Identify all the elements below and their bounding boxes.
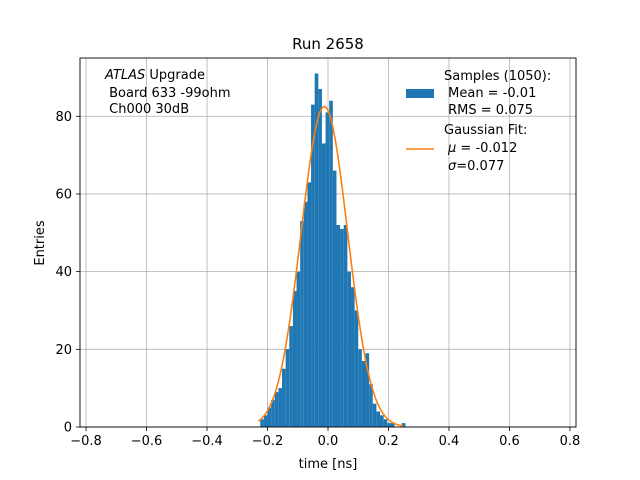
histogram-bar <box>361 360 366 427</box>
legend-mu-value: = -0.012 <box>456 141 517 156</box>
histogram-bar <box>332 170 337 428</box>
legend-mu-symbol: μ <box>447 141 456 156</box>
y-tick-label: 0 <box>64 421 72 436</box>
x-tick-label: −0.6 <box>131 434 163 449</box>
y-tick-label: 20 <box>55 343 72 358</box>
histogram-bar <box>329 100 333 427</box>
y-tick-label: 60 <box>55 187 72 202</box>
annotation-line-2: Board 633 -99ohm <box>105 86 231 101</box>
x-axis-ticks: −0.8 −0.6 −0.4 −0.2 0.0 0.2 0.4 0.6 0.8 <box>70 427 580 449</box>
histogram-bar <box>303 201 308 427</box>
annotation-box: ATLAS Upgrade Board 633 -99ohm Ch000 30d… <box>104 68 231 117</box>
histogram-bar <box>278 388 283 427</box>
x-axis-label: time [ns] <box>299 457 358 472</box>
y-tick-label: 40 <box>55 265 72 280</box>
x-tick-label: 0.2 <box>378 434 399 449</box>
histogram-bar <box>358 349 362 427</box>
legend-fit-mu: μ = -0.012 <box>447 141 517 156</box>
x-tick-label: −0.4 <box>191 434 223 449</box>
histogram-bar <box>267 407 272 427</box>
legend: Samples (1050): Mean = -0.01 RMS = 0.075… <box>406 69 551 174</box>
gaussian-fit-curve <box>257 105 404 427</box>
histogram-bar <box>387 423 391 427</box>
histogram-bar <box>321 143 326 427</box>
histogram-bar <box>314 73 319 428</box>
histogram-bar <box>350 287 355 427</box>
legend-sigma-symbol: σ <box>448 159 457 174</box>
histogram-bar <box>292 291 297 427</box>
histogram-bar <box>336 225 341 427</box>
histogram-bar <box>318 89 322 428</box>
annotation-line-1: ATLAS Upgrade <box>104 68 205 83</box>
histogram-bar <box>365 353 370 427</box>
legend-samples-mean: Mean = -0.01 <box>444 86 536 101</box>
y-axis-label: Entries <box>33 220 48 266</box>
histogram-bar <box>274 392 279 427</box>
legend-fit-title: Gaussian Fit: <box>444 123 527 138</box>
x-tick-label: 0.8 <box>560 434 581 449</box>
histogram-bar <box>401 423 406 427</box>
x-tick-label: 0.4 <box>439 434 460 449</box>
histogram-bar <box>383 419 388 427</box>
histogram-bar <box>300 221 304 427</box>
histogram-bar <box>307 182 312 427</box>
x-tick-label: −0.8 <box>70 434 102 449</box>
histogram-bar <box>372 403 377 427</box>
histogram-bar <box>260 419 264 427</box>
legend-samples-rms: RMS = 0.075 <box>444 103 533 118</box>
histogram-bar <box>376 411 381 427</box>
y-tick-label: 80 <box>55 110 72 125</box>
histogram-bar <box>311 104 315 427</box>
histogram-bar <box>369 384 373 427</box>
histogram-bar <box>340 228 344 427</box>
x-tick-label: 0.0 <box>318 434 339 449</box>
histogram-bar <box>289 326 293 427</box>
histogram-bar <box>390 423 395 427</box>
histogram-bar <box>285 349 290 427</box>
histogram-bar <box>296 271 301 427</box>
histogram-bar <box>282 368 286 427</box>
y-axis-ticks: 0 20 40 60 80 <box>55 110 80 436</box>
histogram-bar <box>263 415 268 427</box>
histogram-bar <box>354 310 359 427</box>
x-tick-label: 0.6 <box>499 434 520 449</box>
histogram-bar <box>380 415 384 427</box>
chart-title: Run 2658 <box>292 35 364 53</box>
histogram-bar <box>271 399 275 427</box>
histogram-bar <box>347 271 351 427</box>
legend-fit-sigma: σ=0.077 <box>448 159 504 174</box>
legend-sigma-value: =0.077 <box>456 159 504 174</box>
legend-samples-swatch <box>406 89 434 98</box>
annotation-line-3: Ch000 30dB <box>105 102 189 117</box>
annotation-atlas: ATLAS <box>104 68 145 83</box>
x-tick-label: −0.2 <box>252 434 284 449</box>
histogram-bar <box>325 112 330 428</box>
histogram-bar <box>343 225 348 427</box>
annotation-upgrade: Upgrade <box>145 68 205 83</box>
legend-samples-title: Samples (1050): <box>444 69 551 84</box>
histogram-bars <box>260 73 406 428</box>
